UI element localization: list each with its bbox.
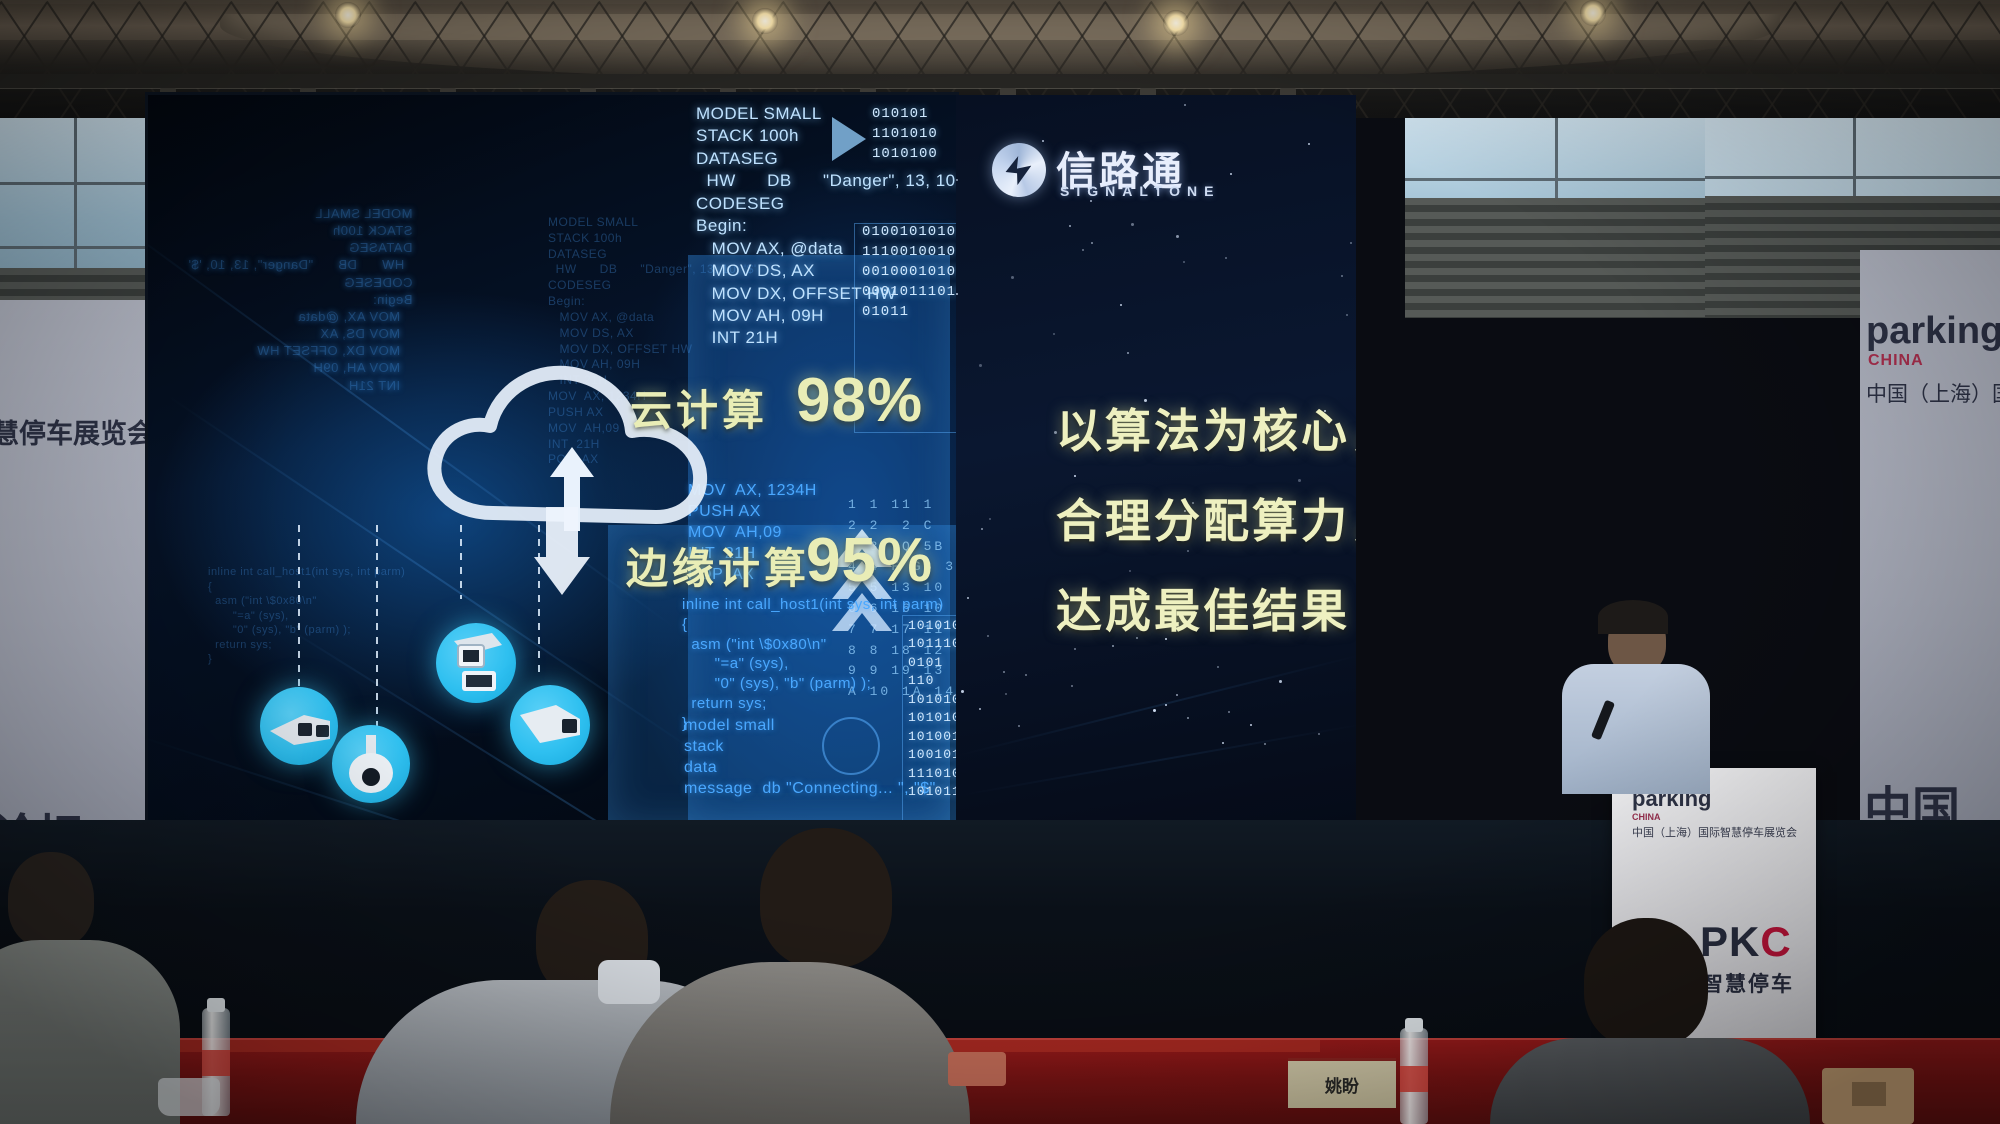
metric-label-edge: 边缘计算 — [626, 545, 811, 592]
hall-window-right — [1405, 118, 1705, 318]
podium-cn-line: 中国（上海）国际智慧停车展览会 — [1632, 827, 1797, 839]
paper-cup — [158, 1078, 220, 1116]
brand-name-en: SIGNALTONE — [1060, 183, 1221, 199]
ceiling-lamp — [752, 8, 778, 34]
upload-arrow-icon — [550, 447, 594, 531]
table-object — [948, 1052, 1006, 1086]
audience-body — [1490, 1038, 1810, 1124]
download-arrow-icon — [534, 507, 590, 595]
audience-head — [8, 852, 94, 948]
led-code-tail: model small stack data message db "Conne… — [684, 717, 936, 798]
podium-acronym-sub: 智慧停车 — [1702, 973, 1794, 996]
led-code-main: MODEL SMALL STACK 100h DATASEG HW DB "Da… — [696, 104, 956, 348]
led-binary-mid: 010010101010 1110010010 001000101010 000… — [862, 224, 956, 320]
connector-line — [460, 525, 462, 599]
speaker-hair — [1598, 600, 1668, 634]
led-screen-right: 信路通 SIGNALTONE 以算法为核心， 合理分配算力， 达成最佳结果 — [956, 95, 1356, 825]
slogan-line-3: 达成最佳结果 — [1056, 585, 1350, 637]
banner-left-line1: 慧停车展览会 — [0, 419, 152, 449]
ceiling-band — [0, 0, 2000, 4]
led-screen-left: MODEL SMALL STACK 100h DATASEG HW DB "Da… — [148, 95, 956, 825]
dual-lens-camera-icon — [260, 687, 338, 765]
banner-right-country: CHINA — [1868, 352, 1924, 369]
metric-label-cloud: 云计算 — [630, 387, 769, 434]
connector-line — [298, 525, 300, 693]
audience-head — [760, 828, 892, 968]
connector-line — [538, 525, 540, 675]
ceiling-lamp — [335, 2, 361, 28]
podium-brand-sub: CHINA — [1632, 812, 1661, 822]
ceiling — [0, 0, 2000, 118]
audience-body — [0, 940, 180, 1124]
ceiling-lamp — [1580, 0, 1606, 26]
chevron-stack-icon — [830, 527, 894, 642]
speaker-body — [1562, 664, 1710, 794]
ceiling-lamp — [1163, 10, 1189, 36]
connector-line — [376, 525, 378, 733]
podium-acronym: PKC — [1700, 918, 1792, 965]
slogan-line-2: 合理分配算力， — [1056, 495, 1356, 547]
bullet-camera-icon — [510, 685, 590, 765]
led-code-c: inline int call_host1(int sys, int parm)… — [682, 596, 944, 732]
metric-value-edge: 95% — [806, 526, 934, 595]
banner-right-cn: 中国（上海）国 — [1866, 383, 2000, 406]
license-plate-camera-icon — [436, 623, 516, 703]
led-code-mirror: MODEL SMALL STACK 100h DATASEG HW DB "Da… — [188, 206, 413, 393]
hall-window-left — [0, 118, 150, 318]
led-code-dim: inline int call_host1(int sys, int parm)… — [208, 566, 406, 666]
banner-right-title: parking — [1866, 310, 2000, 352]
led-glow-panel — [608, 525, 956, 825]
bottle-cap — [207, 998, 225, 1012]
led-glow-panel — [688, 255, 950, 825]
play-triangle-icon — [832, 117, 866, 161]
dome-camera-icon — [332, 725, 410, 803]
bottle-cap — [1405, 1018, 1423, 1032]
metric-value-cloud: 98% — [796, 366, 924, 435]
led-binary-top: 010101 1101010 1010100 — [872, 106, 938, 162]
led-code-mid: MOV AX, 1234H PUSH AX MOV AH,09 INT 21H … — [688, 482, 817, 584]
slogan-line-1: 以算法为核心， — [1056, 405, 1356, 457]
face-mask — [598, 960, 660, 1004]
ceiling-beam — [0, 74, 2000, 88]
signaltone-logo-icon — [992, 143, 1046, 197]
brand-name-cn: 信路通 — [1056, 150, 1185, 194]
name-card: 姚盼 — [1288, 1058, 1396, 1108]
cloud-icon — [398, 345, 758, 595]
audience-head — [1584, 918, 1708, 1048]
table-box-label — [1852, 1082, 1886, 1106]
water-bottle — [1400, 1028, 1428, 1124]
